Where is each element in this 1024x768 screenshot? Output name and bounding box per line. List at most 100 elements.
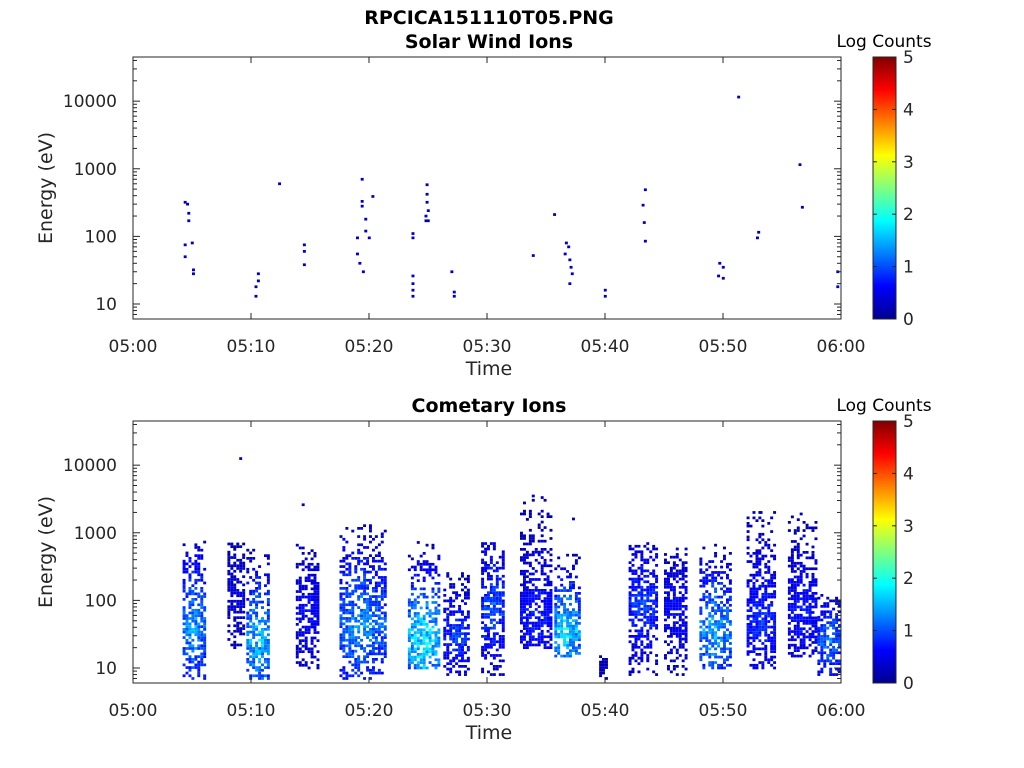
heatmap-cell xyxy=(749,524,753,528)
heatmap-cell xyxy=(525,619,529,622)
heatmap-cell xyxy=(643,561,647,565)
heatmap-cell xyxy=(407,653,411,656)
heatmap-cell xyxy=(708,623,712,626)
heatmap-cell xyxy=(557,575,561,579)
heatmap-cell xyxy=(310,650,314,654)
heatmap-cell xyxy=(749,606,753,610)
heatmap-cell xyxy=(380,557,384,560)
heatmap-cell xyxy=(808,597,812,601)
heatmap-cell xyxy=(446,651,450,655)
heatmap-cell xyxy=(434,612,438,615)
heatmap-cell xyxy=(767,609,771,613)
heatmap-cell xyxy=(348,567,352,571)
heatmap-cell xyxy=(360,584,364,588)
heatmap-cell xyxy=(714,576,718,580)
heatmap-cell xyxy=(746,631,750,634)
heatmap-cell xyxy=(372,611,375,615)
heatmap-cell xyxy=(711,579,715,583)
heatmap-cell xyxy=(726,612,729,615)
heatmap-cell xyxy=(310,625,314,629)
heatmap-cell xyxy=(525,602,529,606)
heatmap-cell xyxy=(252,663,256,667)
heatmap-cell xyxy=(461,632,464,636)
heatmap-cell xyxy=(383,617,387,620)
heatmap-cell xyxy=(525,640,529,644)
heatmap-cell xyxy=(811,624,815,628)
heatmap-cell xyxy=(407,647,411,651)
heatmap-cell xyxy=(758,609,762,613)
heatmap-cell xyxy=(705,633,709,637)
heatmap-cell xyxy=(554,602,558,606)
heatmap-cell xyxy=(188,655,192,659)
heatmap-cell xyxy=(452,626,456,630)
heatmap-cell xyxy=(563,613,567,617)
heatmap-cell xyxy=(640,656,644,660)
heatmap-cell xyxy=(466,610,470,614)
heatmap-cell xyxy=(203,638,207,642)
heatmap-cell xyxy=(425,625,429,629)
heatmap-cell xyxy=(814,605,818,609)
heatmap-cell xyxy=(770,592,774,596)
heatmap-cell xyxy=(487,629,490,633)
heatmap-cell xyxy=(295,579,299,583)
heatmap-cell xyxy=(528,610,532,614)
heatmap-cell xyxy=(455,654,459,657)
heatmap-cell xyxy=(194,617,198,620)
heatmap-cell xyxy=(749,579,753,583)
heatmap-cell xyxy=(802,616,806,620)
heatmap-cell xyxy=(805,630,809,633)
heatmap-cell xyxy=(702,546,706,550)
heatmap-cell xyxy=(380,611,384,615)
heatmap-cell xyxy=(672,602,676,605)
heatmap-cell xyxy=(466,624,470,627)
heatmap-cell xyxy=(796,548,800,552)
heatmap-cell xyxy=(416,653,420,656)
heatmap-cell xyxy=(574,630,578,633)
heatmap-cell xyxy=(655,618,659,622)
heatmap-cell xyxy=(383,644,387,648)
heatmap-cell xyxy=(711,571,715,574)
heatmap-cell xyxy=(342,628,346,631)
heatmap-cell xyxy=(549,569,553,573)
heatmap-cell xyxy=(711,598,715,602)
heatmap-cell xyxy=(572,567,575,571)
heatmap-cell xyxy=(543,539,547,543)
heatmap-cell xyxy=(374,614,378,618)
heatmap-cell xyxy=(820,618,824,622)
heatmap-cell xyxy=(672,624,676,627)
heatmap-cell xyxy=(540,564,544,568)
heatmap-cell xyxy=(758,625,762,629)
heatmap-cell xyxy=(357,658,361,661)
heatmap-cell xyxy=(249,674,253,678)
heatmap-cell xyxy=(796,542,800,546)
heatmap-cell xyxy=(528,640,532,644)
heatmap-cell xyxy=(758,628,762,632)
heatmap-cell xyxy=(631,558,635,562)
heatmap-cell xyxy=(761,532,765,536)
heatmap-cell xyxy=(182,606,186,609)
heatmap-cell xyxy=(602,671,605,675)
heatmap-cell xyxy=(808,594,812,598)
heatmap-cell xyxy=(537,640,541,644)
heatmap-cell xyxy=(793,540,797,543)
heatmap-cell xyxy=(672,561,676,565)
heatmap-cell xyxy=(357,584,361,588)
heatmap-cell xyxy=(227,605,231,609)
heatmap-cell xyxy=(752,666,756,670)
heatmap-cell xyxy=(755,590,759,593)
heatmap-cell xyxy=(363,535,367,538)
heatmap-cell xyxy=(307,598,311,602)
heatmap-cell xyxy=(495,574,499,578)
heatmap-cell xyxy=(452,656,456,660)
heatmap-cell xyxy=(802,597,806,601)
heatmap-cell xyxy=(489,621,493,625)
heatmap-cell xyxy=(422,560,426,563)
heatmap-cell xyxy=(369,603,372,607)
heatmap-cell xyxy=(520,597,523,600)
heatmap-cell xyxy=(188,628,192,631)
heatmap-cell xyxy=(640,599,644,603)
heatmap-cell xyxy=(764,644,768,648)
heatmap-cell xyxy=(705,568,709,572)
heatmap-cell xyxy=(492,610,496,614)
heatmap-cell xyxy=(413,568,417,572)
